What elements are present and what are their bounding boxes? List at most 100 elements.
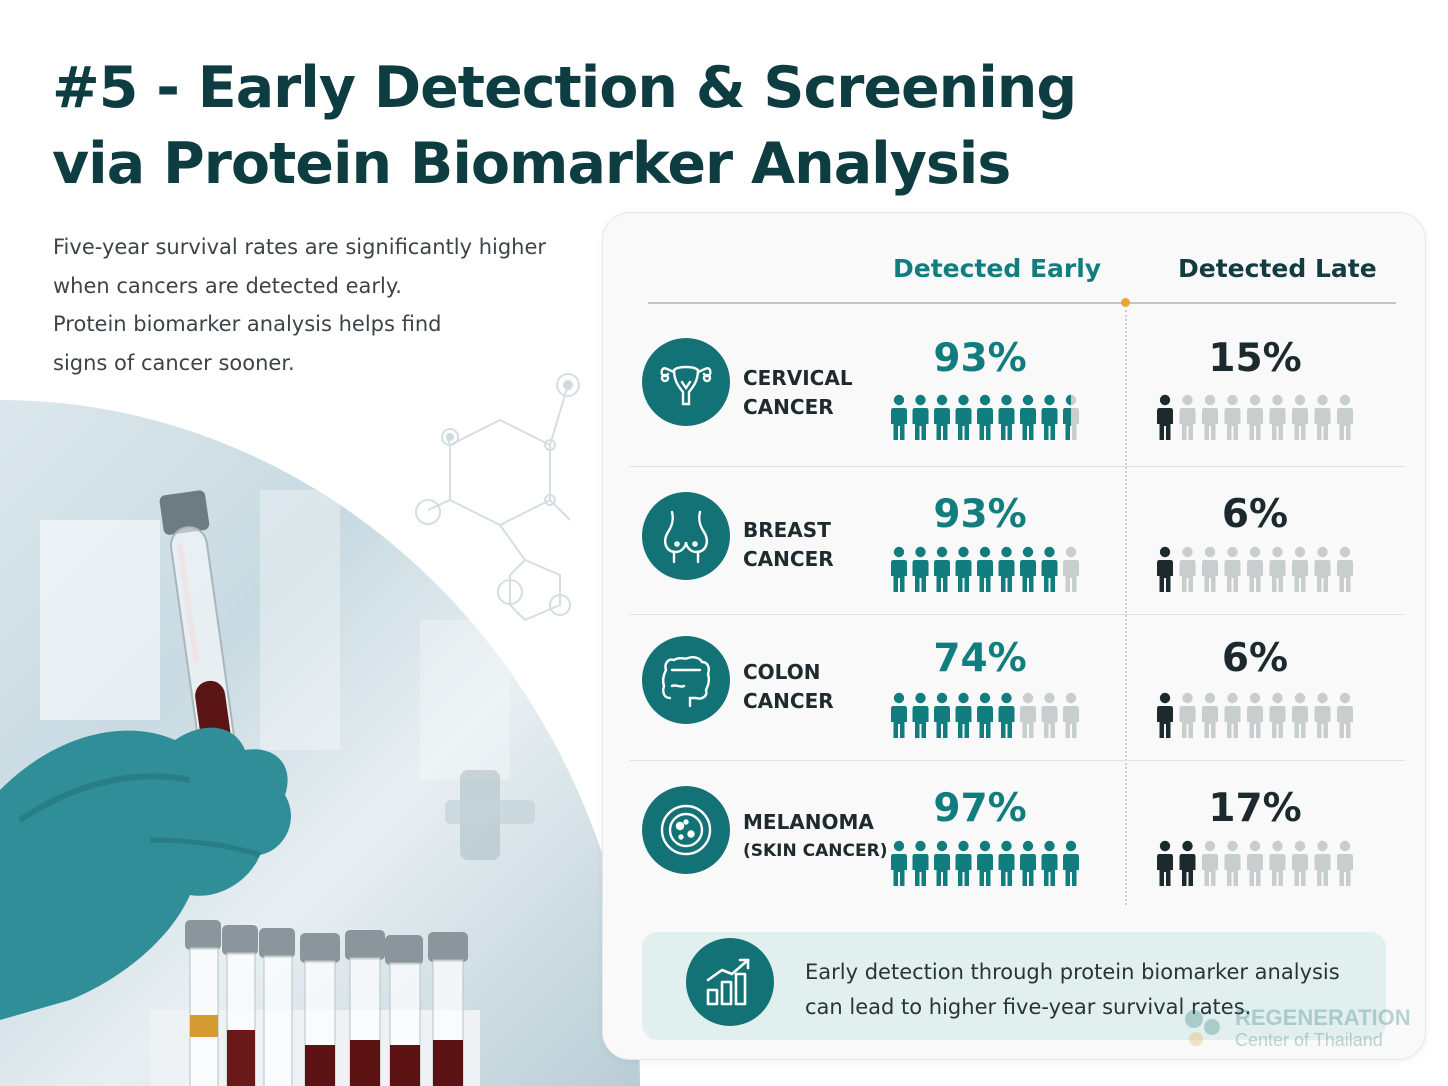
person-icon (1020, 692, 1036, 738)
person-icon (891, 692, 907, 738)
row-divider (630, 760, 1405, 761)
person-icon (1020, 394, 1036, 440)
column-header-late: Detected Late (1178, 254, 1377, 283)
logo-mark-icon (1185, 1010, 1220, 1046)
person-icon (1041, 840, 1058, 886)
person-icon (977, 546, 993, 592)
person-icon (955, 394, 972, 440)
logo-line-1: REGENERATION (1235, 1005, 1411, 1030)
page-title: #5 - Early Detection & Screening via Pro… (52, 50, 1077, 202)
person-icon (1020, 546, 1036, 592)
early-percent: 74% (933, 636, 1027, 681)
person-icon (1337, 394, 1353, 440)
person-icon (1202, 840, 1218, 886)
person-icon (912, 546, 929, 592)
early-people-chart (891, 692, 1079, 738)
person-icon (1224, 394, 1241, 440)
molecule-decoration-icon (415, 373, 580, 622)
person-icon (1269, 840, 1286, 886)
person-icon (1179, 840, 1196, 886)
cancer-label: BREAST CANCER (743, 516, 834, 574)
person-icon (1269, 546, 1286, 592)
cancer-row-cervical: CERVICAL CANCER 93% 15% (0, 330, 1448, 480)
cancer-label: COLON CANCER (743, 658, 834, 716)
late-percent: 6% (1221, 636, 1289, 681)
summary-line-2: can lead to higher five-year survival ra… (805, 995, 1252, 1019)
logo-line-2: Center of Thailand (1235, 1030, 1383, 1050)
person-icon (1292, 546, 1308, 592)
person-icon (1292, 840, 1308, 886)
lab-photo (0, 400, 640, 1086)
label-line-1: CERVICAL (743, 366, 853, 390)
uterus-icon (642, 338, 730, 426)
label-line-2: CANCER (743, 547, 834, 571)
person-icon (1179, 394, 1196, 440)
person-icon (1224, 692, 1241, 738)
person-icon (998, 546, 1015, 592)
early-percent: 93% (933, 336, 1027, 381)
person-icon (1179, 692, 1196, 738)
person-icon (977, 840, 993, 886)
label-line-2: (SKIN CANCER) (743, 841, 888, 861)
person-icon (1157, 394, 1173, 440)
person-icon (934, 840, 950, 886)
person-icon (891, 394, 907, 440)
person-icon (934, 692, 950, 738)
person-icon (1314, 546, 1331, 592)
label-line-2: CANCER (743, 395, 834, 419)
person-icon (1314, 840, 1331, 886)
person-icon (912, 840, 929, 886)
person-icon (1041, 546, 1058, 592)
person-icon (1224, 840, 1241, 886)
person-icon (1247, 546, 1263, 592)
label-line-2: CANCER (743, 689, 834, 713)
person-icon (912, 692, 929, 738)
late-people-chart (1157, 692, 1353, 738)
person-icon (977, 394, 993, 440)
person-icon (934, 394, 950, 440)
late-people-chart (1157, 840, 1353, 886)
header-divider (648, 302, 1396, 304)
early-percent: 93% (933, 492, 1027, 537)
breast-icon (642, 492, 730, 580)
late-people-chart (1157, 546, 1353, 592)
person-icon (1157, 692, 1173, 738)
person-icon (998, 840, 1015, 886)
person-icon (1314, 394, 1331, 440)
person-icon (1157, 546, 1173, 592)
person-icon (1063, 394, 1079, 440)
early-people-chart (891, 394, 1079, 440)
cancer-row-colon: COLON CANCER 74% 6% (0, 628, 1448, 778)
late-people-chart (1157, 394, 1353, 440)
cancer-row-melanoma: MELANOMA (SKIN CANCER) 97% 17% (0, 778, 1448, 928)
title-line-2: via Protein Biomarker Analysis (52, 131, 1011, 197)
skin-cell-icon (642, 786, 730, 874)
early-people-chart (891, 546, 1079, 592)
intro-line-4: signs of cancer sooner. (53, 350, 295, 375)
person-icon (1179, 546, 1196, 592)
person-icon (1292, 394, 1308, 440)
person-icon (1202, 692, 1218, 738)
person-icon (912, 394, 929, 440)
label-line-1: BREAST (743, 518, 831, 542)
person-icon (1063, 692, 1079, 738)
late-percent: 17% (1208, 786, 1302, 831)
person-icon (1041, 692, 1058, 738)
intro-line-3: Protein biomarker analysis helps find (53, 312, 442, 336)
person-icon (934, 546, 950, 592)
intro-text: Five-year survival rates are significant… (53, 228, 573, 382)
person-icon (1202, 394, 1218, 440)
person-icon (1247, 840, 1263, 886)
person-icon (1269, 394, 1286, 440)
header-dot (1121, 298, 1130, 307)
cancer-row-breast: BREAST CANCER 93% 6% (0, 482, 1448, 632)
late-percent: 15% (1208, 336, 1302, 381)
regeneration-logo: REGENERATION Center of Thailand (1180, 1005, 1411, 1055)
person-icon (1041, 394, 1058, 440)
person-icon (1247, 394, 1263, 440)
row-divider (630, 614, 1405, 615)
summary-text: Early detection through protein biomarke… (805, 955, 1340, 1025)
person-icon (1020, 840, 1036, 886)
person-icon (955, 840, 972, 886)
person-icon (1063, 546, 1079, 592)
